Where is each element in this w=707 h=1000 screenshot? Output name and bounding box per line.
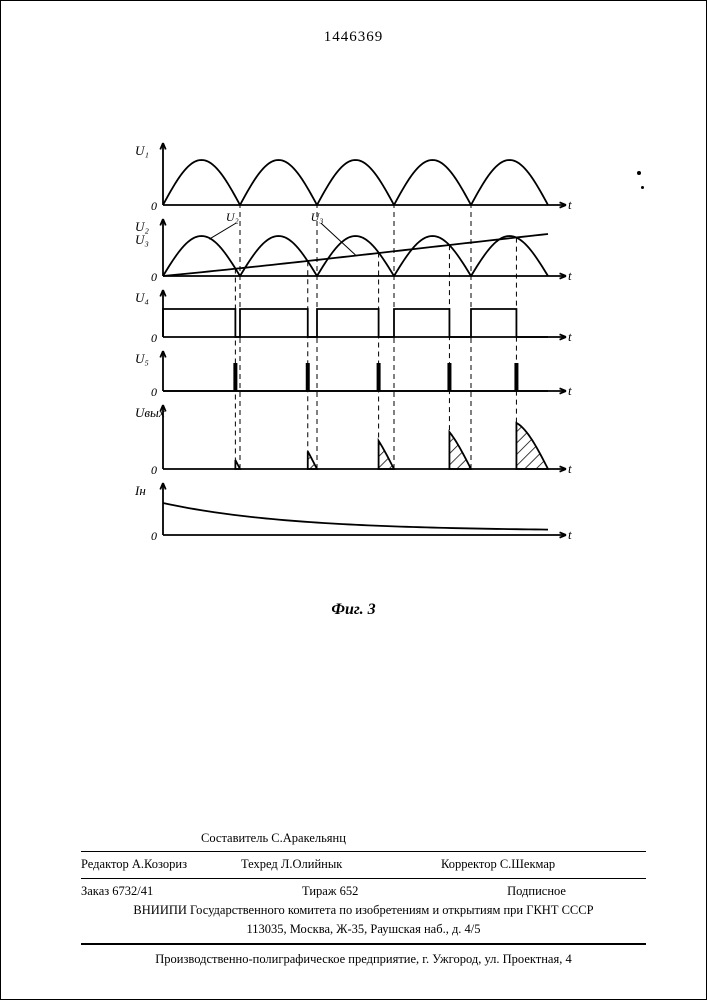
svg-text:0: 0 — [151, 385, 157, 399]
artifact-dot — [637, 171, 641, 175]
subscription: Подписное — [507, 882, 566, 901]
svg-text:0: 0 — [151, 463, 157, 477]
svg-text:0: 0 — [151, 331, 157, 345]
figure-caption: Фиг. 3 — [331, 601, 375, 619]
corrector: Корректор С.Шекмар — [421, 855, 646, 874]
svg-text:0: 0 — [151, 529, 157, 543]
svg-text:Iн: Iн — [134, 483, 146, 498]
svg-text:Uвых: Uвых — [135, 405, 165, 420]
circulation: Тираж 652 — [302, 882, 358, 901]
svg-text:U₁: U₁ — [135, 143, 149, 158]
svg-text:U₃: U₃ — [135, 232, 149, 247]
compiler-line: Составитель С.Аракельянц — [81, 829, 646, 852]
footer-block: Составитель С.Аракельянц Редактор А.Козо… — [81, 829, 646, 969]
org-line-1: ВНИИПИ Государственного комитета по изоб… — [81, 901, 646, 920]
svg-text:0: 0 — [151, 199, 157, 213]
svg-text:t: t — [568, 527, 572, 542]
svg-text:t: t — [568, 197, 572, 212]
editor: Редактор А.Козориз — [81, 855, 231, 874]
svg-text:t: t — [568, 461, 572, 476]
order-line: Заказ 6732/41 Тираж 652 Подписное — [81, 882, 646, 901]
printer-line: Производственно-полиграфическое предприя… — [81, 948, 646, 969]
order-number: Заказ 6732/41 — [81, 882, 153, 901]
svg-text:U₂: U₂ — [226, 210, 239, 224]
timing-diagram-figure: U₁0tU₂U₃0tU₂U₃U₄0tU₅0tUвых0tIн0t — [131, 96, 576, 596]
patent-number: 1446369 — [324, 29, 384, 46]
svg-text:t: t — [568, 268, 572, 283]
svg-text:U₄: U₄ — [135, 290, 149, 305]
svg-text:t: t — [568, 329, 572, 344]
page: 1446369 U₁0tU₂U₃0tU₂U₃U₄0tU₅0tUвых0tIн0t… — [0, 0, 707, 1000]
credits-line: Редактор А.Козориз Техред Л.Олийнык Корр… — [81, 855, 646, 878]
techred: Техред Л.Олийнык — [231, 855, 421, 874]
svg-text:0: 0 — [151, 270, 157, 284]
org-line-2: 113035, Москва, Ж-35, Раушская наб., д. … — [81, 920, 646, 944]
svg-text:t: t — [568, 383, 572, 398]
artifact-dot — [641, 186, 644, 189]
svg-text:U₅: U₅ — [135, 351, 149, 366]
